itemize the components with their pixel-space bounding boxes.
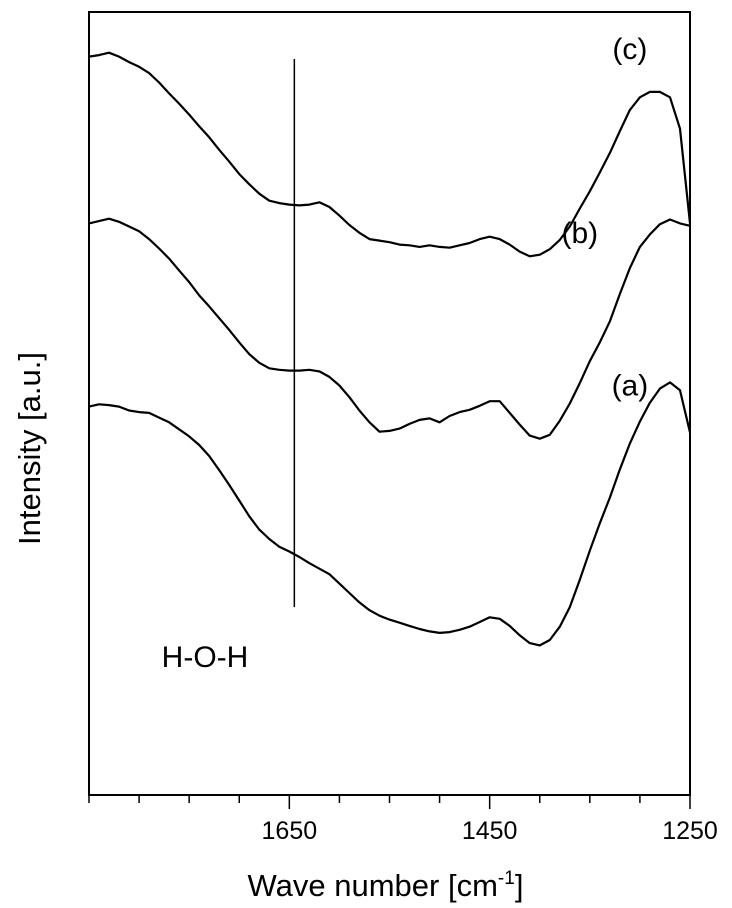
x-axis-label-end: ]: [515, 868, 524, 903]
series-line: [88, 217, 691, 440]
series-labels: (c) (b) (a): [561, 33, 648, 403]
x-axis-label-superscript: -1: [498, 868, 515, 889]
series-line: [88, 51, 692, 258]
hoh-annotation-label: H-O-H: [162, 641, 249, 674]
series-label: (b): [561, 217, 598, 250]
x-axis-label-main: Wave number [cm: [248, 868, 498, 903]
x-tick-label: 1450: [462, 817, 518, 845]
x-tick-label: 1650: [262, 817, 318, 845]
series-line: [88, 381, 692, 647]
x-axis-tick-labels: 1650 1450 1250: [262, 817, 718, 845]
series-group: [88, 51, 692, 647]
x-axis-label: Wave number [cm-1]: [248, 868, 524, 903]
y-axis-label: Intensity [a.u.]: [12, 352, 47, 545]
series-label: (c): [612, 33, 647, 66]
series-label: (a): [612, 370, 649, 403]
x-axis-ticks: [88, 795, 691, 809]
plot-frame: [88, 11, 691, 796]
x-tick-label: 1250: [662, 817, 718, 845]
